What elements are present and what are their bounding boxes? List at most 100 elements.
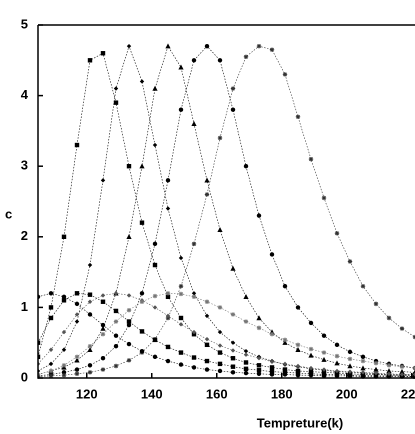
data-point: [48, 361, 54, 367]
data-point: [61, 234, 67, 239]
data-point: [347, 356, 353, 362]
data-point: [269, 365, 275, 370]
data-point: [74, 319, 80, 324]
data-point: [243, 370, 249, 376]
data-point: [191, 241, 197, 247]
data-point: [74, 357, 80, 363]
data-point: [126, 341, 132, 347]
data-point: [334, 342, 340, 348]
data-point: [87, 299, 93, 304]
data-point: [282, 72, 288, 77]
data-point: [100, 332, 106, 337]
data-point: [256, 368, 262, 373]
data-point: [204, 192, 210, 197]
data-point: [308, 320, 314, 326]
data-point: [87, 363, 93, 368]
axis-frame: [37, 24, 415, 379]
series-line: [38, 292, 415, 377]
data-point: [165, 206, 171, 211]
data-point: [126, 358, 132, 363]
data-point: [243, 366, 249, 372]
data-point: [360, 358, 366, 364]
data-point: [204, 177, 210, 183]
data-point: [282, 367, 288, 372]
data-point: [295, 305, 301, 310]
data-point: [152, 142, 158, 148]
data-point: [113, 86, 119, 91]
data-point: [230, 265, 236, 271]
data-point: [165, 313, 171, 319]
data-point: [230, 86, 236, 91]
data-point: [100, 367, 106, 372]
data-point: [373, 360, 379, 366]
data-point: [373, 301, 379, 307]
data-point: [204, 367, 210, 372]
data-point: [139, 291, 145, 296]
data-point: [373, 366, 379, 372]
data-point: [373, 370, 379, 376]
data-point: [243, 164, 249, 169]
data-point: [178, 315, 184, 321]
data-point: [243, 294, 249, 300]
data-point: [126, 293, 132, 298]
data-point: [347, 363, 353, 369]
data-point: [61, 298, 67, 303]
data-point: [217, 343, 223, 348]
data-point: [256, 315, 262, 321]
data-point: [126, 43, 132, 49]
x-tick-label: 160: [206, 386, 228, 401]
data-point: [360, 354, 366, 360]
data-point: [74, 312, 80, 317]
plot-area: [38, 43, 415, 379]
data-point: [152, 262, 158, 268]
data-point: [269, 369, 275, 374]
series-line: [38, 52, 415, 377]
data-point: [230, 370, 236, 375]
data-point: [61, 372, 67, 378]
data-point: [152, 293, 158, 299]
data-point: [165, 344, 171, 350]
data-point: [100, 322, 106, 328]
data-point: [178, 291, 184, 297]
data-point: [321, 367, 327, 372]
data-point: [87, 292, 93, 297]
data-point: [139, 79, 145, 84]
data-point: [87, 58, 93, 63]
data-point: [360, 372, 366, 378]
y-tick-label: 2: [21, 228, 28, 243]
data-point: [204, 336, 210, 342]
x-axis-label: Tempreture(k): [257, 415, 343, 430]
data-point: [373, 373, 379, 379]
data-point: [178, 64, 184, 70]
data-point: [399, 364, 405, 369]
data-point: [282, 361, 288, 367]
y-axis-label: c: [5, 206, 12, 221]
y-tick-label: 5: [21, 16, 28, 31]
data-point: [100, 299, 106, 304]
data-point: [113, 363, 119, 369]
data-point: [386, 371, 392, 376]
data-point: [113, 333, 119, 338]
y-tick-label: 3: [21, 158, 28, 173]
data-point: [321, 350, 327, 355]
data-point: [191, 355, 197, 360]
data-point: [217, 58, 223, 63]
data-point: [399, 372, 405, 377]
data-point: [217, 305, 223, 310]
data-point: [269, 332, 275, 337]
data-point: [308, 365, 314, 371]
data-point: [321, 372, 327, 377]
data-point: [113, 308, 119, 314]
data-point: [191, 294, 197, 300]
data-point: [217, 368, 223, 374]
data-point: [126, 164, 132, 169]
data-point: [126, 322, 132, 328]
data-point: [282, 337, 288, 343]
data-point: [295, 370, 301, 376]
data-point: [230, 356, 236, 361]
data-point: [230, 107, 236, 112]
data-point: [165, 178, 171, 183]
data-point: [61, 294, 67, 300]
data-point: [386, 315, 392, 321]
